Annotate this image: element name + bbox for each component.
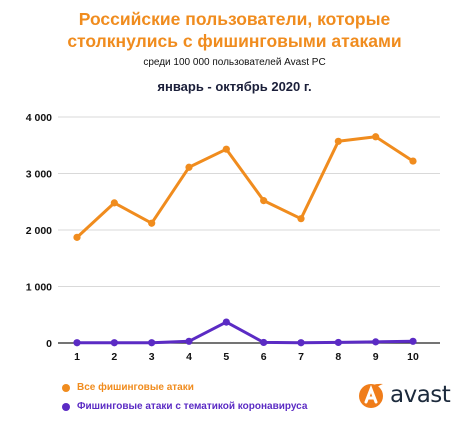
y-tick-label: 3 000 bbox=[26, 169, 52, 181]
data-point bbox=[110, 199, 118, 207]
x-tick-label: 10 bbox=[407, 351, 419, 363]
data-point bbox=[73, 339, 81, 347]
chart-series bbox=[73, 133, 417, 347]
series-line bbox=[75, 135, 415, 239]
x-axis: 1 2 3 4 5 6 7 8 9 10 bbox=[74, 351, 419, 363]
data-point bbox=[372, 133, 380, 141]
x-tick-label: 7 bbox=[298, 351, 304, 363]
avast-logo: avast bbox=[356, 380, 451, 410]
legend-item-all-phishing: Все фишинговые атаки bbox=[62, 382, 194, 393]
y-tick-label: 4 000 bbox=[26, 112, 52, 124]
chart-title-line1: Российские пользователи, которые bbox=[78, 9, 391, 29]
data-point bbox=[260, 338, 268, 347]
y-axis: 0 1 000 2 000 3 000 4 000 bbox=[26, 112, 52, 350]
legend-marker-all-phishing bbox=[62, 383, 70, 392]
chart-title: Российские пользователи, которые столкну… bbox=[0, 8, 469, 52]
x-tick-label: 8 bbox=[335, 351, 341, 363]
series-line bbox=[75, 320, 415, 345]
data-point bbox=[297, 215, 305, 223]
data-point bbox=[409, 157, 417, 165]
avast-logo-text: avast bbox=[390, 382, 451, 408]
data-point bbox=[297, 339, 305, 347]
data-point bbox=[222, 318, 230, 326]
x-tick-label: 1 bbox=[74, 351, 80, 363]
data-point bbox=[185, 163, 193, 171]
data-point bbox=[372, 338, 380, 346]
legend-item-covid-phishing: Фишинговые атаки с тематикой коронавирус… bbox=[62, 401, 307, 412]
chart-title-line2: столкнулись с фишинговыми атаками bbox=[67, 31, 402, 51]
data-point bbox=[73, 233, 81, 241]
data-point bbox=[334, 137, 342, 145]
series-0 bbox=[73, 133, 417, 241]
chart-period: январь - октябрь 2020 г. bbox=[157, 79, 312, 94]
x-tick-label: 3 bbox=[149, 351, 155, 363]
y-tick-label: 2 000 bbox=[26, 225, 52, 237]
x-tick-label: 2 bbox=[111, 351, 117, 363]
data-point bbox=[260, 197, 268, 205]
data-point bbox=[148, 219, 156, 227]
y-tick-label: 1 000 bbox=[26, 282, 52, 294]
series-1 bbox=[73, 318, 417, 347]
legend-label-all-phishing: Все фишинговые атаки bbox=[77, 382, 194, 393]
chart-subtitle: среди 100 000 пользователей Avast PC bbox=[143, 57, 326, 68]
legend-label-covid-phishing: Фишинговые атаки с тематикой коронавирус… bbox=[77, 401, 308, 412]
chart-grid bbox=[58, 116, 440, 344]
x-tick-label: 9 bbox=[373, 351, 379, 363]
avast-logo-icon bbox=[359, 383, 383, 408]
x-tick-label: 4 bbox=[186, 351, 192, 363]
data-point bbox=[110, 339, 118, 347]
data-point bbox=[409, 337, 417, 345]
data-point bbox=[185, 337, 193, 345]
legend-marker-covid-phishing bbox=[62, 402, 70, 411]
y-tick-label: 0 bbox=[46, 338, 52, 350]
data-point bbox=[334, 338, 342, 347]
x-tick-label: 5 bbox=[223, 351, 229, 363]
data-point bbox=[222, 145, 230, 153]
data-point bbox=[148, 339, 156, 347]
x-tick-label: 6 bbox=[261, 351, 267, 363]
